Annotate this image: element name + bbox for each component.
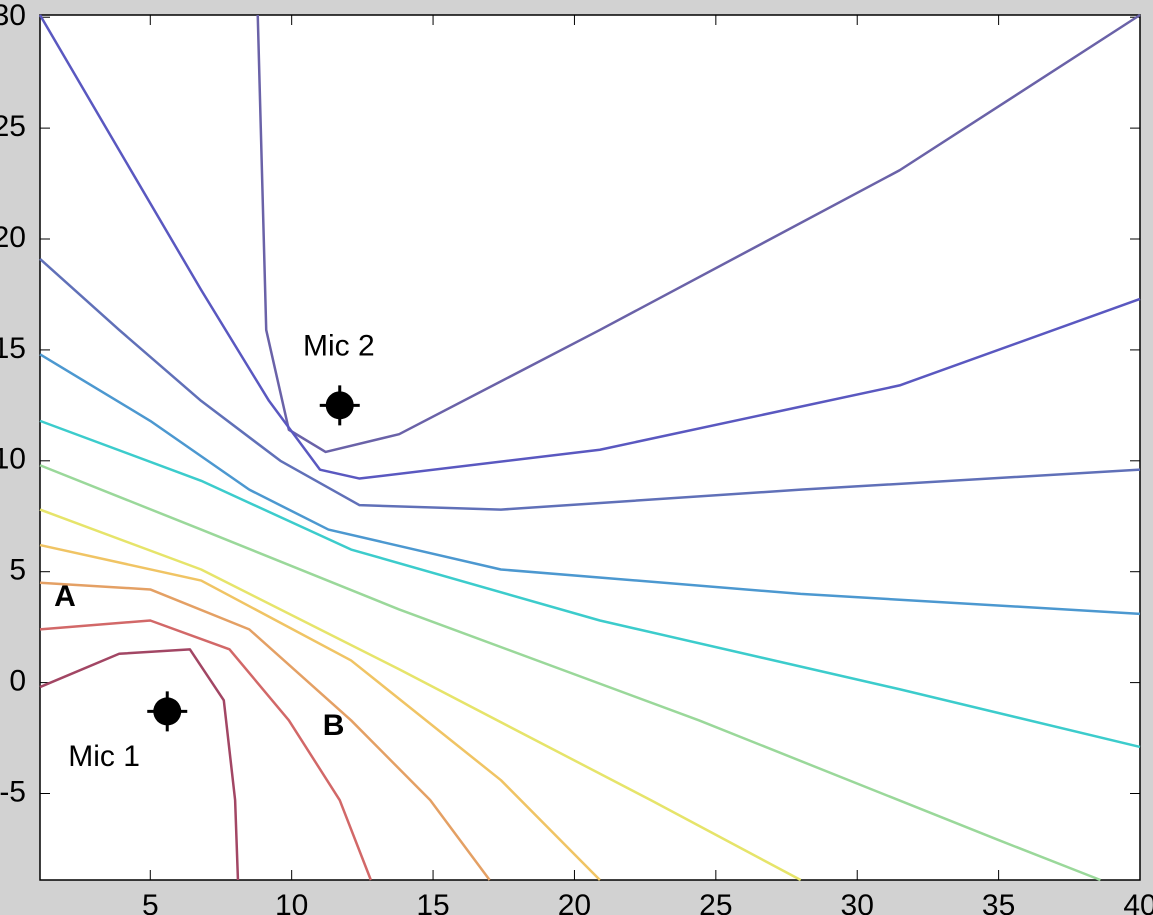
x-tick-label: 30 xyxy=(841,889,874,915)
contour-line xyxy=(39,581,491,881)
mic-spikes xyxy=(147,691,188,732)
annotation: B xyxy=(323,709,345,742)
y-tick-label: 15 xyxy=(0,332,26,365)
contour-line xyxy=(39,464,1101,882)
x-tick-label: 5 xyxy=(142,889,159,915)
x-tick-label: 10 xyxy=(275,889,308,915)
y-tick-label: 25 xyxy=(0,110,26,143)
y-tick-label: 10 xyxy=(0,443,26,476)
mic-spikes xyxy=(319,385,360,426)
x-tick-label: 35 xyxy=(982,889,1015,915)
y-tick-label: 0 xyxy=(9,665,26,698)
contour-line xyxy=(38,14,1141,480)
y-tick-label: 5 xyxy=(9,554,26,587)
contour-line xyxy=(39,648,240,881)
contour-line xyxy=(39,619,373,881)
x-tick-label: 40 xyxy=(1123,889,1153,915)
x-tick-label: 25 xyxy=(699,889,732,915)
contour-line xyxy=(39,508,802,882)
annotation: Mic 2 xyxy=(303,330,375,363)
contour-line xyxy=(39,353,1141,616)
contour-line xyxy=(39,419,1141,749)
contour-line xyxy=(256,13,1141,454)
x-tick-label: 20 xyxy=(558,889,591,915)
y-tick-label: 30 xyxy=(0,0,26,32)
annotation: Mic 1 xyxy=(68,740,140,773)
x-tick-label: 15 xyxy=(416,889,449,915)
y-tick-label: 20 xyxy=(0,221,26,254)
plot-area xyxy=(39,14,1141,881)
contour-line xyxy=(39,543,601,881)
contour-line xyxy=(39,258,1141,511)
y-tick-label: -5 xyxy=(0,775,26,808)
annotation: A xyxy=(54,580,76,613)
